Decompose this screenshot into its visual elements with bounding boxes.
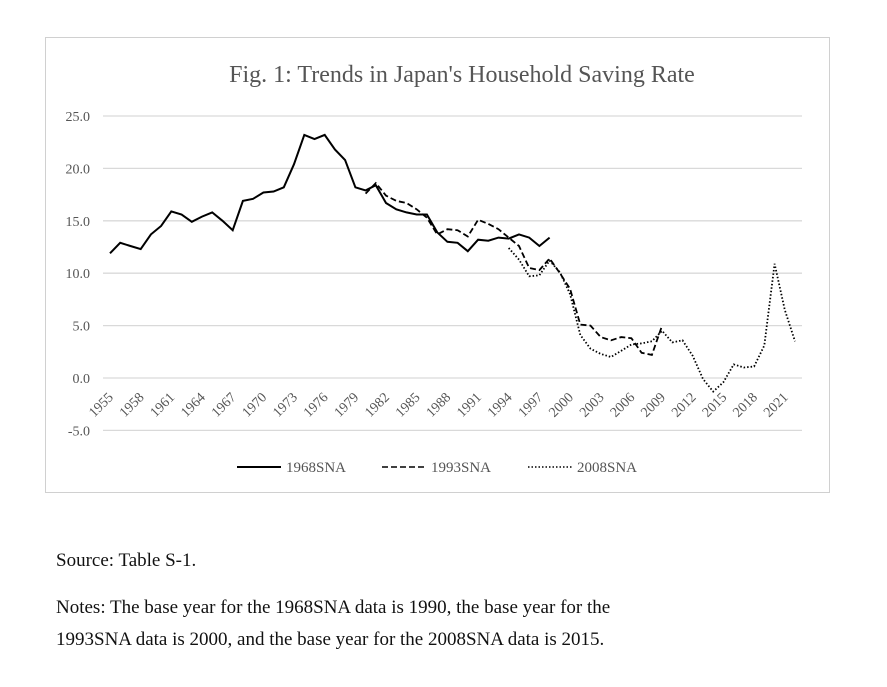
y-tick-label: -5.0 <box>68 424 90 439</box>
x-tick-label: 1964 <box>178 390 208 420</box>
source-note: Source: Table S-1. <box>56 550 197 571</box>
notes-line-1: Notes: The base year for the 1968SNA dat… <box>56 597 611 618</box>
x-tick-label: 2018 <box>731 390 761 420</box>
y-tick-label: 10.0 <box>66 267 91 282</box>
x-tick-label: 1961 <box>148 390 178 420</box>
x-tick-label: 2012 <box>669 390 699 420</box>
series-line-1968SNA <box>109 133 551 254</box>
x-tick-label: 1976 <box>301 390 331 420</box>
x-tick-label: 2015 <box>700 390 730 420</box>
x-tick-label: 1982 <box>362 390 392 420</box>
x-tick-label: 2003 <box>577 390 607 420</box>
x-tick-label: 1991 <box>454 390 484 420</box>
y-tick-label: 20.0 <box>66 162 91 177</box>
chart-title: Fig. 1: Trends in Japan's Household Savi… <box>229 62 695 88</box>
x-tick-label: 2021 <box>761 390 791 420</box>
x-tick-label: 1958 <box>117 390 147 420</box>
x-tick-label: 2009 <box>639 390 669 420</box>
x-tick-label: 2006 <box>608 390 638 420</box>
x-tick-label: 1970 <box>240 390 270 420</box>
x-tick-label: 1973 <box>270 390 300 420</box>
chart-frame <box>45 37 830 493</box>
x-tick-label: 1979 <box>332 390 362 420</box>
x-tick-label: 1967 <box>209 390 239 420</box>
series-line-2008SNA <box>508 247 796 393</box>
notes-line-2: 1993SNA data is 2000, and the base year … <box>56 629 605 650</box>
x-tick-label: 1997 <box>516 390 546 420</box>
y-tick-label: 0.0 <box>73 372 91 387</box>
legend-label-1968SNA: 1968SNA <box>286 460 346 476</box>
x-tick-label: 1955 <box>86 390 116 420</box>
x-tick-label: 1994 <box>485 390 515 420</box>
y-tick-label: 25.0 <box>66 110 91 125</box>
x-tick-label: 1985 <box>393 390 423 420</box>
x-tick-label: 1988 <box>424 390 454 420</box>
x-tick-label: 2000 <box>546 390 576 420</box>
series-line-1993SNA <box>364 181 663 356</box>
y-tick-label: 15.0 <box>66 215 91 230</box>
legend-label-2008SNA: 2008SNA <box>577 460 637 476</box>
saving-rate-chart: Fig. 1: Trends in Japan's Household Savi… <box>66 62 802 476</box>
y-tick-label: 5.0 <box>73 320 91 335</box>
legend-label-1993SNA: 1993SNA <box>431 460 491 476</box>
